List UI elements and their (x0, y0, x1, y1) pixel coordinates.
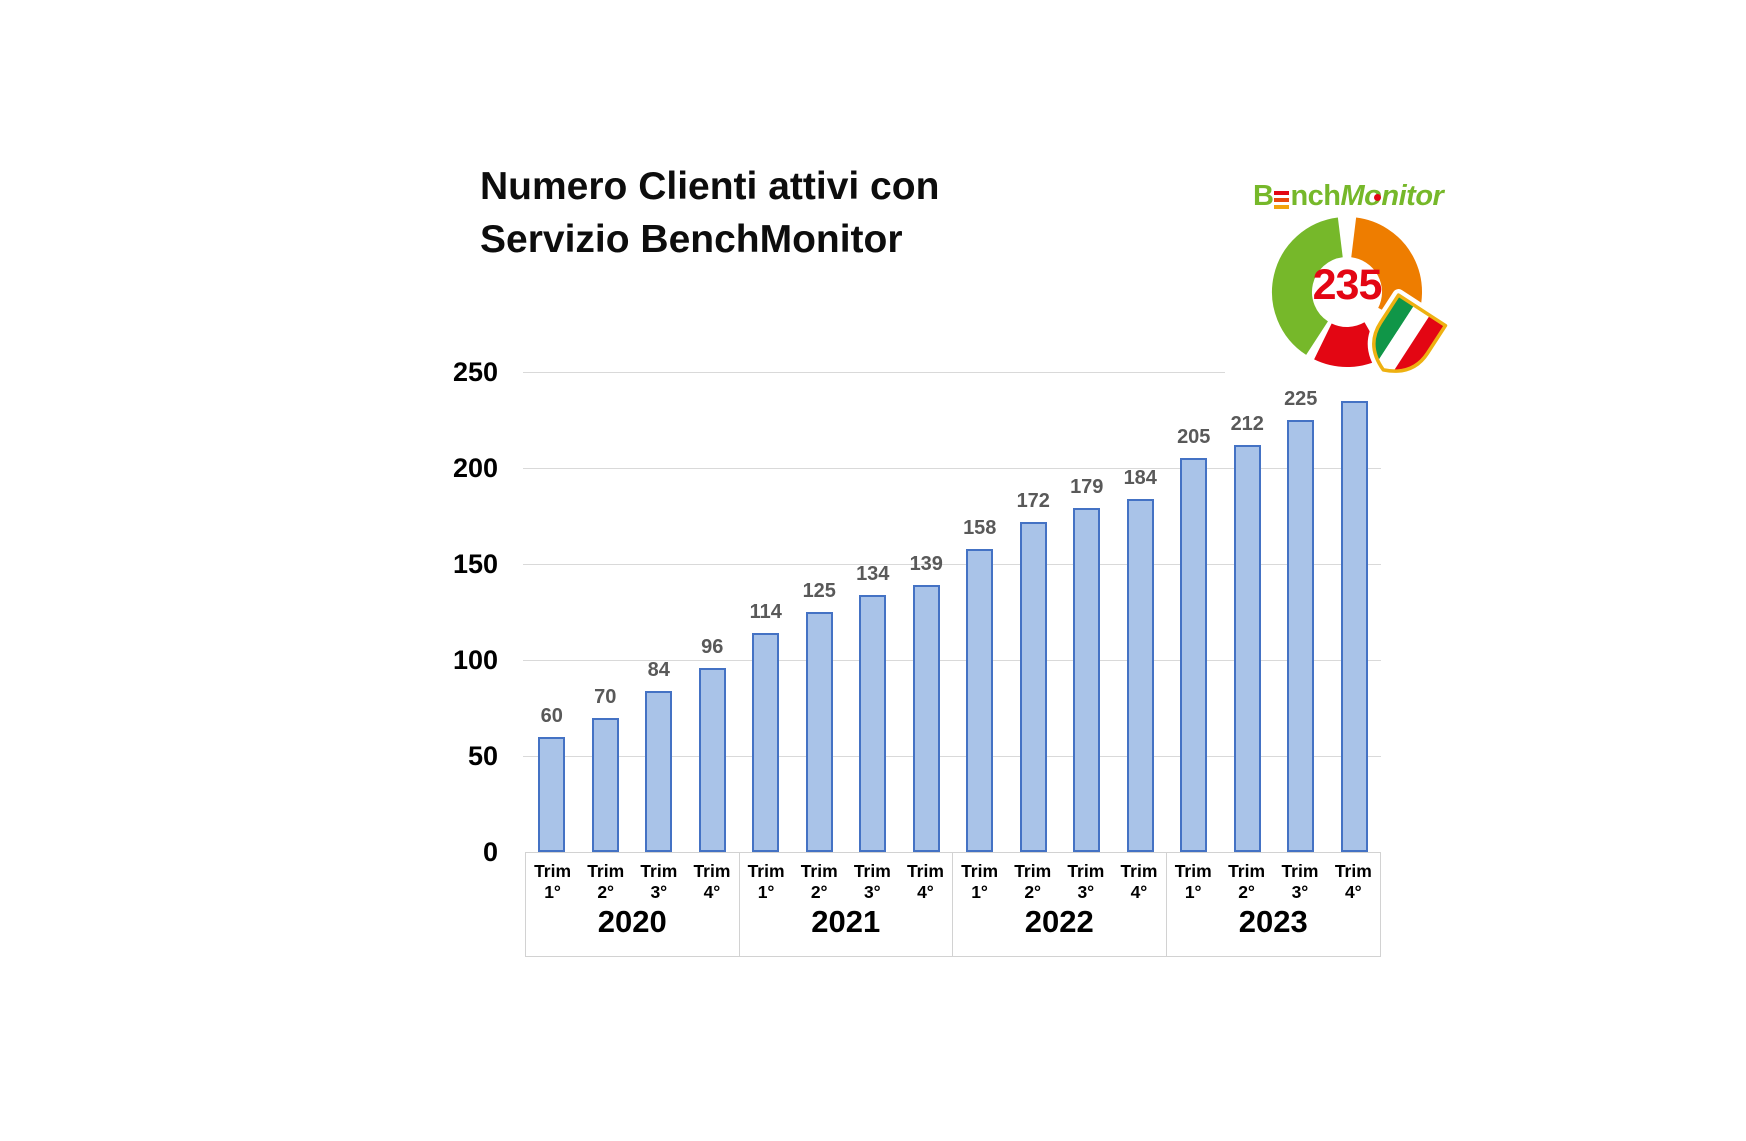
gridline (523, 467, 1381, 469)
bar (966, 548, 994, 852)
chart-title: Numero Clienti attivi con Servizio Bench… (480, 160, 939, 266)
bar-value-label: 84 (647, 658, 670, 681)
quarter-label: Trim 1° (534, 861, 572, 902)
quarter-label: Trim 1° (1174, 861, 1212, 902)
y-tick-label: 0 (482, 837, 498, 867)
bar-value-label: 60 (540, 704, 563, 727)
y-tick-label: 50 (467, 741, 498, 771)
logo-letter-b: B (1253, 180, 1274, 212)
bar-value-label: 134 (856, 562, 890, 585)
chart-title-line2: Servizio BenchMonitor (480, 218, 903, 261)
year-group: Trim 1° Trim 2° Trim 3° Trim 4° 2020 (526, 853, 740, 956)
quarter-label: Trim 4° (906, 861, 944, 902)
bar-value-label: 179 (1070, 476, 1104, 499)
quarter-label: Trim 3° (1067, 861, 1105, 902)
bar (1126, 498, 1154, 852)
bar-value-label: 158 (963, 516, 997, 539)
y-tick-label: 200 (452, 453, 498, 483)
year-label: 2023 (1238, 904, 1308, 939)
bar-value-label: 125 (802, 580, 836, 602)
bar (1287, 420, 1315, 852)
quarter-label: Trim 2° (587, 861, 625, 902)
quarter-label: Trim 3° (853, 861, 891, 902)
bar (1180, 458, 1208, 852)
x-axis: Trim 1° Trim 2° Trim 3° Trim 4° 2020 Trim 1° Trim 2°… (525, 852, 1381, 957)
bar (591, 717, 619, 852)
quarter-label: Trim 3° (640, 861, 678, 902)
gridline (523, 755, 1381, 757)
quarter-label: Trim 2° (1014, 861, 1052, 902)
bar (698, 667, 726, 852)
bar (538, 736, 566, 852)
gridline (523, 659, 1381, 661)
year-label: 2022 (1024, 904, 1094, 939)
year-label: 2020 (597, 904, 667, 939)
logo-letters-nch: nch (1290, 180, 1341, 212)
bar-value-label: 96 (701, 635, 724, 658)
bar-value-label: 172 (1016, 489, 1050, 512)
bar (1233, 444, 1261, 852)
quarter-label: Trim 4° (693, 861, 731, 902)
bar (1019, 521, 1047, 852)
quarter-label: Trim 2° (800, 861, 838, 902)
year-group: Trim 1° Trim 2° Trim 3° Trim 4° 2021 (740, 853, 953, 956)
gridline (523, 563, 1381, 565)
logo-donut-icon (1272, 217, 1452, 386)
bar (752, 633, 780, 852)
bar (805, 612, 833, 852)
quarter-label: Trim 1° (961, 861, 999, 902)
quarter-label: Trim 1° (747, 861, 785, 902)
quarter-label: Trim 4° (1334, 861, 1372, 902)
year-label: 2021 (811, 904, 881, 939)
benchmonitor-logo: B nch Monitor (1225, 150, 1465, 390)
quarter-label: Trim 4° (1120, 861, 1158, 902)
bar-value-label: 205 (1177, 426, 1211, 449)
bar-value-label: 212 (1230, 412, 1264, 435)
bar (1340, 400, 1368, 852)
quarter-label: Trim 3° (1281, 861, 1319, 902)
bar (1073, 508, 1101, 852)
logo-center-value: 235 (1312, 261, 1383, 309)
bar-value-label: 184 (1123, 466, 1157, 489)
year-group: Trim 1° Trim 2° Trim 3° Trim 4° 2022 (953, 853, 1167, 956)
quarter-label: Trim 2° (1228, 861, 1266, 902)
y-tick-label: 100 (452, 645, 498, 675)
bar-value-label: 114 (749, 601, 782, 624)
chart-title-line1: Numero Clienti attivi con (480, 165, 940, 208)
bar-value-label: 70 (594, 685, 617, 708)
year-group: Trim 1° Trim 2° Trim 3° Trim 4° 2023 (1167, 853, 1381, 956)
gridline (523, 371, 1381, 373)
bar (645, 690, 673, 852)
bar-value-label: 225 (1284, 388, 1318, 410)
logo-o-dot-icon (1373, 194, 1381, 201)
y-tick-label: 250 (452, 357, 498, 387)
bar (859, 594, 887, 852)
bar (912, 585, 940, 852)
italy-flag-shield-icon (1359, 289, 1452, 386)
logo-e-bars-icon (1274, 188, 1290, 209)
y-tick-label: 150 (452, 549, 498, 579)
logo-wordmark: B nch Monitor (1253, 180, 1444, 213)
bar-value-label: 139 (909, 553, 943, 576)
logo-word-monitor: Monitor (1340, 180, 1444, 212)
